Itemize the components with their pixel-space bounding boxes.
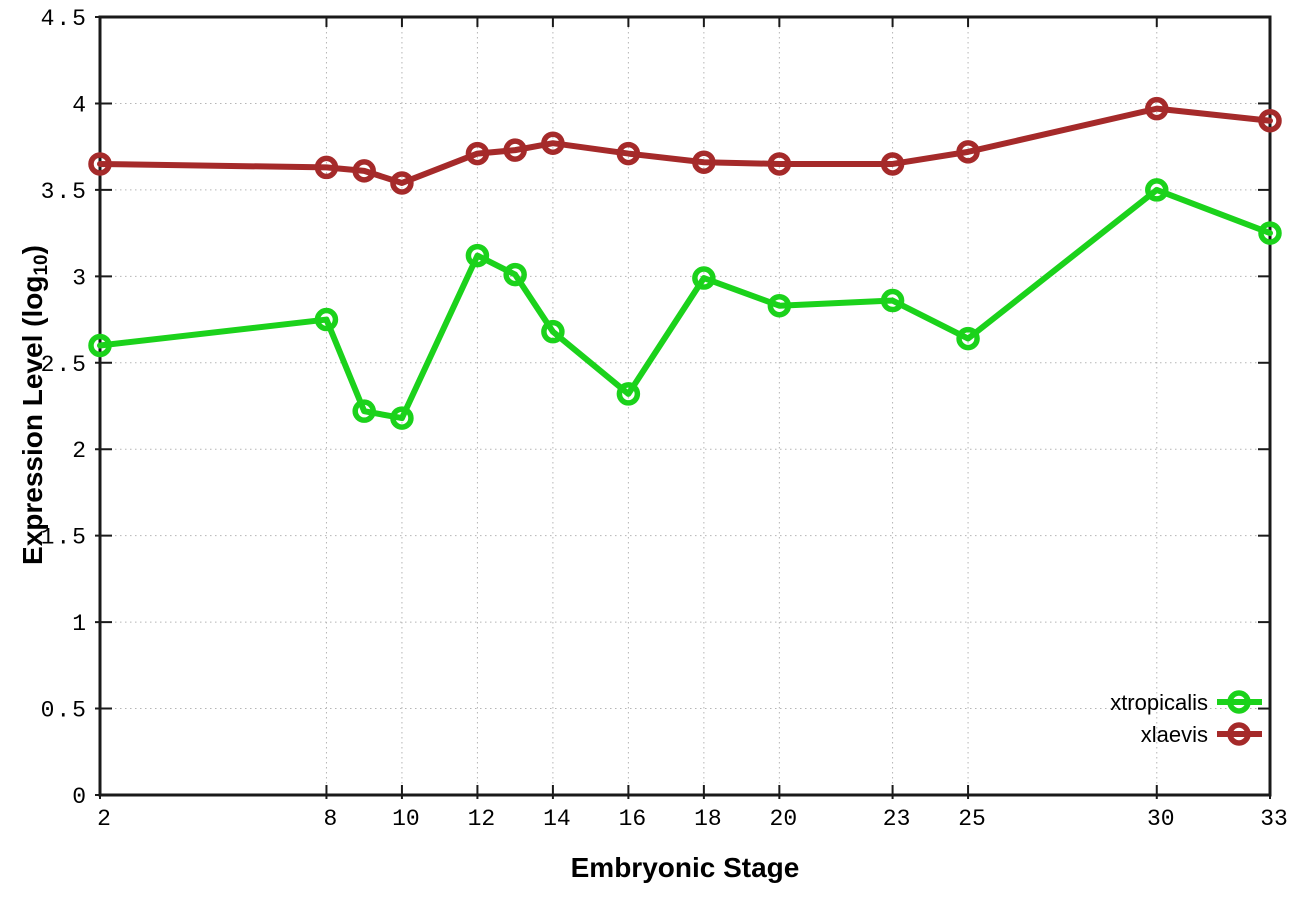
series-line-xlaevis bbox=[97, 105, 1273, 186]
data-point-xlaevis bbox=[352, 159, 376, 183]
plot-border bbox=[98, 15, 1272, 797]
x-tick-label: 30 bbox=[1147, 806, 1175, 832]
data-point-xtropicalis bbox=[390, 406, 414, 430]
y-tick-label: 2.5 bbox=[41, 352, 88, 378]
data-point-xtropicalis bbox=[692, 266, 716, 290]
x-tick-label: 20 bbox=[770, 806, 798, 832]
y-tick-label: 2 bbox=[72, 438, 88, 464]
y-axis-title: Expression Level (log10) bbox=[17, 135, 53, 675]
y-tick-label: 4.5 bbox=[41, 6, 88, 32]
x-tick-label: 14 bbox=[543, 806, 571, 832]
data-point-xtropicalis bbox=[880, 288, 905, 313]
x-tick-label: 16 bbox=[619, 806, 647, 832]
data-point-xlaevis bbox=[314, 155, 339, 180]
data-point-xtropicalis bbox=[767, 293, 792, 318]
data-point-xtropicalis bbox=[956, 326, 980, 351]
data-point-xlaevis bbox=[880, 152, 905, 176]
y-tick-label: 1 bbox=[72, 611, 88, 637]
data-point-xtropicalis bbox=[541, 319, 565, 344]
y-tick-label: 0 bbox=[72, 784, 88, 810]
series-line-xtropicalis bbox=[97, 186, 1273, 422]
data-point-xlaevis bbox=[390, 171, 414, 195]
x-tick-label: 8 bbox=[324, 806, 338, 832]
data-point-xtropicalis bbox=[352, 399, 376, 423]
data-point-xtropicalis bbox=[616, 382, 641, 406]
x-axis-title: Embryonic Stage bbox=[570, 852, 800, 883]
data-point-xtropicalis bbox=[314, 307, 339, 332]
data-point-xlaevis bbox=[616, 141, 641, 166]
data-point-xlaevis bbox=[88, 152, 112, 176]
data-point-xlaevis bbox=[1145, 96, 1169, 121]
data-point-xlaevis bbox=[767, 152, 792, 176]
x-tick-label: 25 bbox=[958, 806, 986, 832]
y-tick-label: 4 bbox=[72, 92, 88, 118]
data-point-xlaevis bbox=[692, 150, 716, 174]
y-tick-label: 1.5 bbox=[41, 525, 88, 551]
x-tick-label: 2 bbox=[97, 806, 111, 832]
data-point-xtropicalis bbox=[1258, 221, 1282, 245]
x-tick-label: 12 bbox=[468, 806, 496, 832]
x-tick-label: 18 bbox=[694, 806, 722, 832]
legend-label-xlaevis: xlaevis bbox=[1141, 722, 1208, 747]
legend-sample-marker-xlaevis bbox=[1227, 722, 1251, 746]
data-point-xtropicalis bbox=[465, 243, 490, 268]
data-point-xlaevis bbox=[1258, 108, 1282, 133]
data-point-xtropicalis bbox=[1145, 178, 1169, 202]
x-tick-label: 23 bbox=[883, 806, 911, 832]
y-tick-label: 0.5 bbox=[41, 698, 88, 724]
data-point-xlaevis bbox=[503, 138, 527, 162]
data-point-xtropicalis bbox=[503, 262, 527, 287]
x-tick-label: 10 bbox=[392, 806, 420, 832]
data-point-xlaevis bbox=[465, 141, 490, 166]
data-point-xlaevis bbox=[956, 140, 980, 164]
legend-label-xtropicalis: xtropicalis bbox=[1110, 690, 1208, 715]
legend-sample-marker-xtropicalis bbox=[1227, 690, 1251, 714]
y-axis-title-subscript: 10 bbox=[31, 254, 53, 276]
y-tick-label: 3.5 bbox=[41, 179, 88, 205]
data-point-xtropicalis bbox=[88, 333, 112, 358]
y-axis-title-suffix: ) bbox=[17, 245, 48, 255]
data-point-xlaevis bbox=[541, 131, 565, 155]
x-tick-label: 33 bbox=[1260, 806, 1288, 832]
y-tick-label: 3 bbox=[72, 265, 88, 291]
y-axis-title-text: Expression Level (log bbox=[17, 275, 48, 565]
